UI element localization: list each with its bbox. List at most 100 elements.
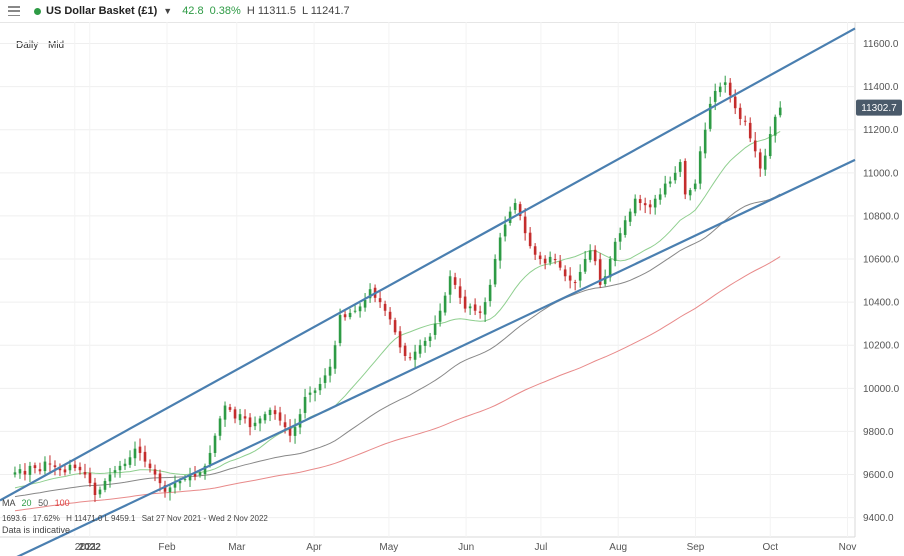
candle-up [113, 470, 117, 473]
candle-up [628, 211, 632, 222]
ma-50-label[interactable]: 50 [38, 498, 49, 508]
ma-50-line [14, 193, 781, 498]
candle-up [258, 418, 262, 424]
instrument-name[interactable]: US Dollar Basket (£1) [46, 5, 158, 17]
menu-icon[interactable] [8, 6, 20, 16]
candle-down [638, 199, 642, 204]
candle-up [333, 345, 337, 369]
price-type[interactable]: Mid [48, 40, 65, 51]
candle-down [38, 469, 42, 472]
market-status-indicator [34, 7, 41, 15]
candle-down [83, 472, 87, 475]
timeframe-period[interactable]: Daily [16, 40, 39, 51]
candle-down [343, 314, 347, 318]
candle-down [473, 304, 477, 311]
candle-down [158, 473, 162, 484]
candle-down [273, 410, 277, 415]
chevron-down-icon[interactable]: ▼ [163, 6, 173, 16]
x-tick-label: Sep [687, 542, 705, 553]
candle-down [148, 463, 152, 469]
candle-up [198, 472, 202, 476]
candle-up [13, 472, 17, 475]
candle-down [248, 417, 252, 428]
candle-down [23, 470, 27, 475]
candles [13, 75, 782, 503]
candle-down [558, 261, 562, 268]
candle-up [513, 203, 517, 210]
y-tick-label: 10800.0 [863, 211, 900, 222]
candle-down [463, 296, 467, 309]
candle-down [643, 203, 647, 206]
candle-up [413, 351, 417, 360]
candle-up [358, 306, 362, 312]
candle-down [528, 232, 532, 247]
candle-down [683, 160, 687, 195]
candle-down [568, 275, 572, 281]
candle-down [53, 465, 57, 467]
candle-down [228, 407, 232, 410]
candle-up [488, 284, 492, 302]
candle-up [623, 220, 627, 235]
indicator-legend[interactable]: MA 20 50 100 [2, 498, 70, 508]
candle-down [58, 468, 62, 471]
candle-up [298, 414, 302, 428]
y-tick-label: 11400.0 [863, 82, 899, 93]
candle-down [93, 482, 97, 495]
candle-down [573, 282, 577, 284]
ma-20-label[interactable]: 20 [21, 498, 32, 508]
candle-up [213, 435, 217, 453]
y-tick-label: 11600.0 [863, 39, 899, 50]
candle-up [308, 392, 312, 395]
y-tick-label: 10400.0 [863, 298, 900, 309]
chart-toolbar: US Dollar Basket (£1) ▼ 42.8 0.38% H 113… [0, 0, 904, 23]
candle-up [103, 480, 107, 490]
candle-up [503, 224, 507, 237]
candle-down [278, 412, 282, 421]
candle-down [743, 120, 747, 122]
y-tick-label: 11000.0 [863, 168, 899, 179]
ma-label: MA [2, 498, 16, 508]
candle-down [553, 259, 557, 261]
candle-up [508, 211, 512, 223]
ma-100-label[interactable]: 100 [54, 498, 70, 508]
current-price-tag: 11302.7 [856, 99, 902, 116]
candle-up [28, 465, 32, 475]
candle-up [253, 422, 257, 427]
candle-up [668, 181, 672, 184]
candle-up [693, 183, 697, 190]
grid [0, 22, 855, 537]
trend-line-upper-channel [0, 27, 856, 502]
candle-up [43, 461, 47, 472]
candle-up [698, 151, 702, 184]
candle-up [173, 483, 177, 488]
y-tick-label: 9600.0 [863, 470, 894, 481]
candle-down [518, 204, 522, 216]
price-change-percent: 0.38% [209, 5, 241, 17]
candle-up [423, 340, 427, 346]
candle-down [733, 96, 737, 109]
candle-up [178, 480, 182, 484]
candle-down [283, 422, 287, 428]
y-tick-label: 10000.0 [863, 384, 900, 395]
candle-down [143, 451, 147, 462]
y-tick-label: 10200.0 [863, 341, 900, 352]
candle-down [48, 463, 52, 465]
candle-up [763, 155, 767, 170]
x-tick-label: 2022 [79, 542, 102, 553]
candle-up [303, 396, 307, 413]
candle-down [563, 269, 567, 277]
candle-down [388, 311, 392, 320]
candle-down [403, 345, 407, 356]
candle-down [523, 216, 527, 234]
candle-up [578, 271, 582, 281]
candle-up [268, 409, 272, 416]
candle-up [368, 289, 372, 299]
candle-up [653, 198, 657, 208]
trend-lines [0, 27, 856, 556]
x-tick-label: Mar [228, 542, 246, 553]
candle-down [193, 473, 197, 477]
candle-down [73, 464, 77, 469]
candle-up [438, 310, 442, 322]
